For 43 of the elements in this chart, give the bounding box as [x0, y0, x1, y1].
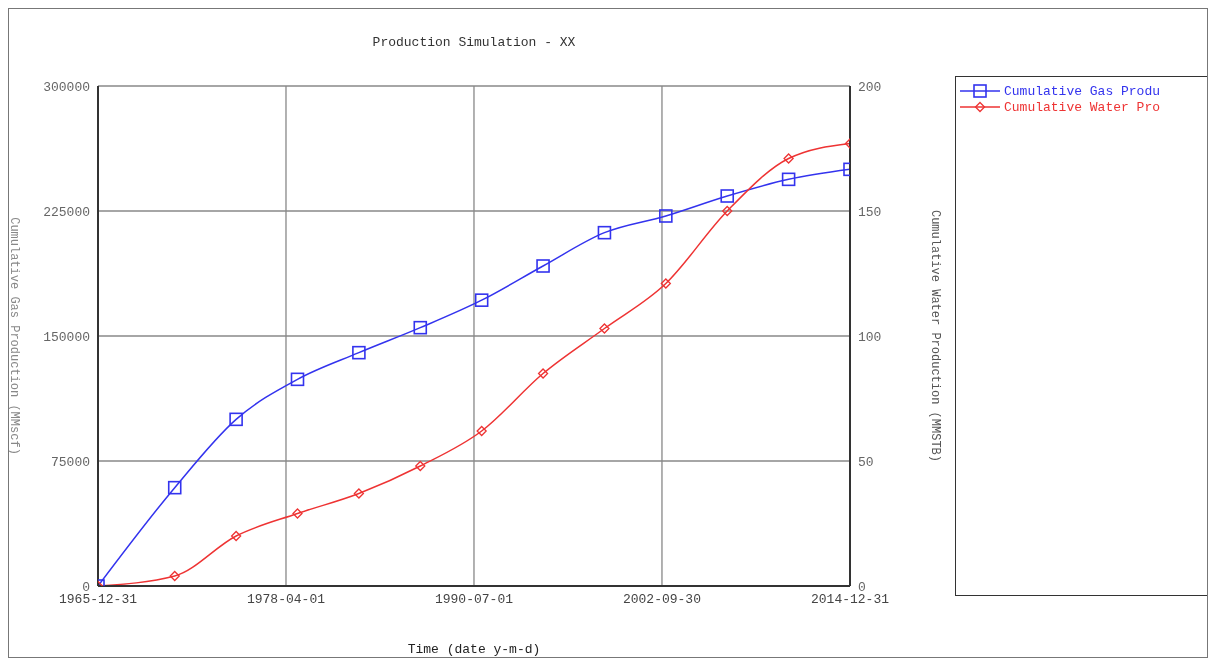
x-tick-label: 1978-04-01 [246, 592, 326, 608]
x-tick-label: 2014-12-31 [810, 592, 890, 608]
y2-tick-label: 0 [858, 579, 866, 595]
y-axis-title: Cumulative Gas Production (MMscf) [6, 217, 21, 455]
point [290, 372, 305, 387]
point [659, 209, 673, 223]
point [720, 189, 735, 203]
point [597, 225, 612, 240]
legend-label: Cumulative Gas Produ [1004, 83, 1161, 99]
x-axis-title: Time (date y-m-d) [407, 642, 541, 657]
y2-tick-label: 50 [858, 454, 874, 470]
point [413, 320, 428, 335]
y-tick-label: 150000 [43, 329, 90, 345]
point [781, 172, 796, 187]
point [230, 530, 242, 542]
y-tick-label: 75000 [50, 454, 90, 470]
x-tick-label: 1990-07-01 [434, 592, 514, 608]
point [783, 153, 794, 164]
y-tick-label: 300000 [43, 79, 90, 95]
y-tick-label: 0 [82, 579, 90, 595]
point [660, 278, 671, 289]
x-tick-label: 2002-09-30 [622, 592, 701, 608]
point [599, 323, 610, 334]
point [415, 460, 426, 472]
point [536, 259, 550, 273]
x-tick-label: 1965-12-31 [58, 592, 138, 608]
y-tick-label: 225000 [43, 204, 90, 220]
point [292, 508, 303, 519]
point [722, 205, 733, 217]
y2-tick-label: 150 [858, 204, 882, 220]
point [474, 293, 489, 307]
legend-label: Cumulative Water Pro [1004, 99, 1161, 115]
y2-tick-label: 200 [858, 79, 882, 95]
point [167, 480, 182, 495]
point [352, 345, 366, 360]
point [169, 570, 180, 582]
point [476, 425, 487, 437]
chart-title: Production Simulation - XX [371, 35, 577, 50]
point [229, 412, 243, 427]
y2-tick-label: 100 [858, 329, 882, 345]
y2-axis-title: Cumulative Water Production (MMSTB) [927, 209, 942, 463]
point [537, 368, 549, 379]
point [353, 488, 365, 499]
